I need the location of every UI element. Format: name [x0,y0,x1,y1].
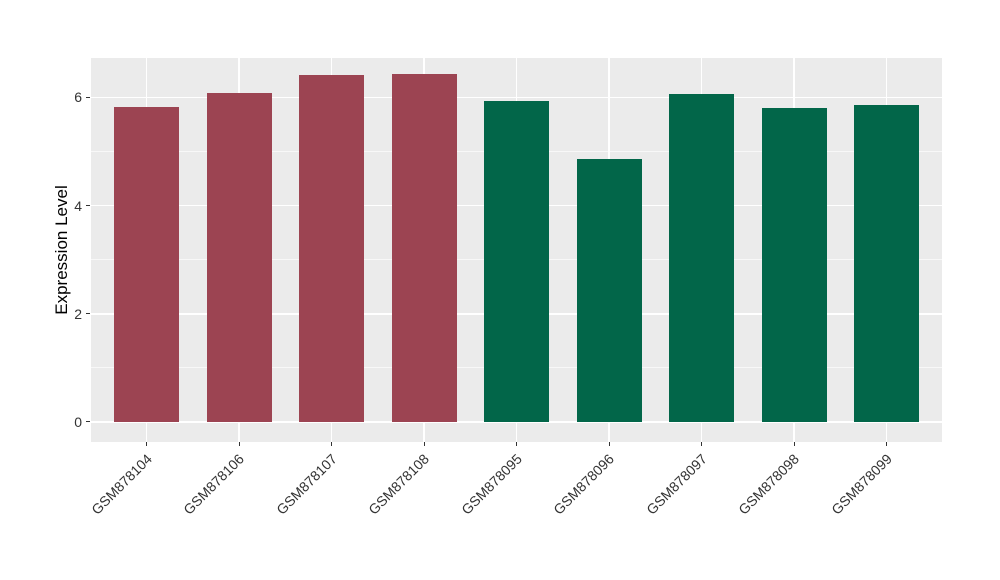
x-tick-mark [608,442,610,446]
x-tick-label: GSM878098 [735,450,803,518]
y-tick-mark [86,421,90,423]
x-tick-label: GSM878096 [550,450,618,518]
x-tick-label: GSM878095 [457,450,525,518]
bar-GSM878095 [484,101,549,422]
x-tick-mark [516,442,517,446]
plot-panel [91,58,942,442]
bar-GSM878096 [576,158,642,422]
bar-GSM878098 [761,108,827,422]
y-tick-label: 0 [74,413,82,430]
x-tick-mark [331,442,332,446]
x-tick-label: GSM878107 [272,450,340,518]
x-tick-mark [423,442,425,446]
bar-GSM878107 [299,75,364,422]
bar-GSM878108 [391,73,457,422]
x-tick-label: GSM878104 [87,450,155,518]
y-tick-label: 2 [74,305,82,322]
y-tick-label: 6 [74,89,82,106]
bar-GSM878104 [114,106,179,422]
y-tick-mark [86,313,90,315]
y-tick-label: 4 [74,197,82,214]
y-tick-mark [86,96,90,98]
x-tick-label: GSM878108 [365,450,433,518]
y-tick-mark [86,205,90,207]
bar-GSM878097 [669,93,734,422]
x-tick-label: GSM878097 [642,450,710,518]
bar-GSM878106 [206,92,272,422]
x-tick-label: GSM878099 [827,450,895,518]
x-tick-mark [701,442,702,446]
x-tick-mark [238,442,240,446]
x-tick-mark [146,442,147,446]
x-tick-label: GSM878106 [180,450,248,518]
x-tick-mark [793,442,795,446]
x-tick-mark [886,442,887,446]
bar-GSM878099 [854,104,919,422]
